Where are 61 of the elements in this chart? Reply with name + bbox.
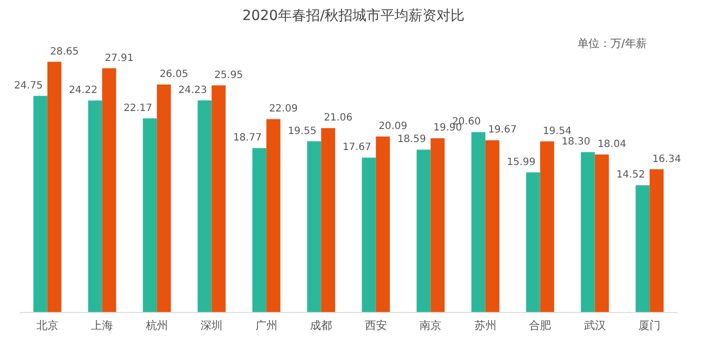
bar xyxy=(430,138,445,312)
bar xyxy=(212,85,226,312)
bar xyxy=(252,148,266,312)
x-tick-label: 南京 xyxy=(420,319,442,332)
data-label: 18.04 xyxy=(598,138,626,150)
bar xyxy=(156,84,171,312)
data-label: 14.52 xyxy=(616,170,645,181)
x-tick-label: 苏州 xyxy=(474,319,496,332)
data-label: 26.05 xyxy=(160,68,188,80)
bar xyxy=(650,169,664,312)
data-label: 18.30 xyxy=(562,136,590,148)
bar xyxy=(142,118,157,312)
x-tick-label: 厦门 xyxy=(638,319,661,332)
chart-title: 2020年春招/秋招城市平均薪资对比 xyxy=(242,8,465,24)
x-tick-label: 北京 xyxy=(36,319,58,332)
bar xyxy=(307,141,322,312)
x-tick-label: 西安 xyxy=(364,319,387,332)
data-label: 22.09 xyxy=(269,104,298,115)
data-label: 28.65 xyxy=(50,46,79,58)
data-label: 24.75 xyxy=(14,80,43,92)
data-label: 15.99 xyxy=(506,156,536,168)
data-label: 20.09 xyxy=(378,121,408,132)
data-label: 16.34 xyxy=(652,154,681,165)
data-label: 25.95 xyxy=(214,70,243,81)
x-tick-label: 上海 xyxy=(91,319,114,332)
bar xyxy=(526,172,540,312)
bar xyxy=(376,136,390,312)
data-label: 27.91 xyxy=(104,52,134,64)
data-label: 19.90 xyxy=(433,122,462,134)
bar xyxy=(198,100,212,312)
bar xyxy=(594,154,609,312)
bar xyxy=(362,158,376,312)
x-tick-label: 杭州 xyxy=(144,319,168,332)
x-tick-label: 合肥 xyxy=(529,319,552,332)
x-tick-label: 武汉 xyxy=(584,319,606,332)
data-label: 18.59 xyxy=(397,134,426,146)
data-label: 17.67 xyxy=(342,142,372,154)
data-label: 22.17 xyxy=(124,102,152,114)
bar xyxy=(471,132,486,312)
bar xyxy=(636,185,650,312)
x-tick-label: 深圳 xyxy=(200,319,223,332)
data-label: 19.55 xyxy=(288,126,316,137)
bar xyxy=(540,141,554,312)
data-label: 24.23 xyxy=(178,84,207,96)
data-label: 19.67 xyxy=(488,124,517,136)
bar xyxy=(485,140,500,312)
bar xyxy=(102,68,116,312)
x-tick-label: 广州 xyxy=(255,319,278,332)
x-tick-label: 成都 xyxy=(310,319,332,332)
bar xyxy=(321,128,336,312)
bar xyxy=(266,119,280,312)
bar xyxy=(33,96,48,312)
data-label: 18.77 xyxy=(233,132,262,144)
text: 单位：万/年薪 xyxy=(577,37,648,50)
bar xyxy=(47,62,62,312)
bar xyxy=(580,152,595,312)
data-label: 24.22 xyxy=(68,84,98,96)
bar xyxy=(88,100,102,312)
data-label: 19.54 xyxy=(542,126,572,137)
bar xyxy=(416,150,431,312)
data-label: 21.06 xyxy=(324,112,352,124)
